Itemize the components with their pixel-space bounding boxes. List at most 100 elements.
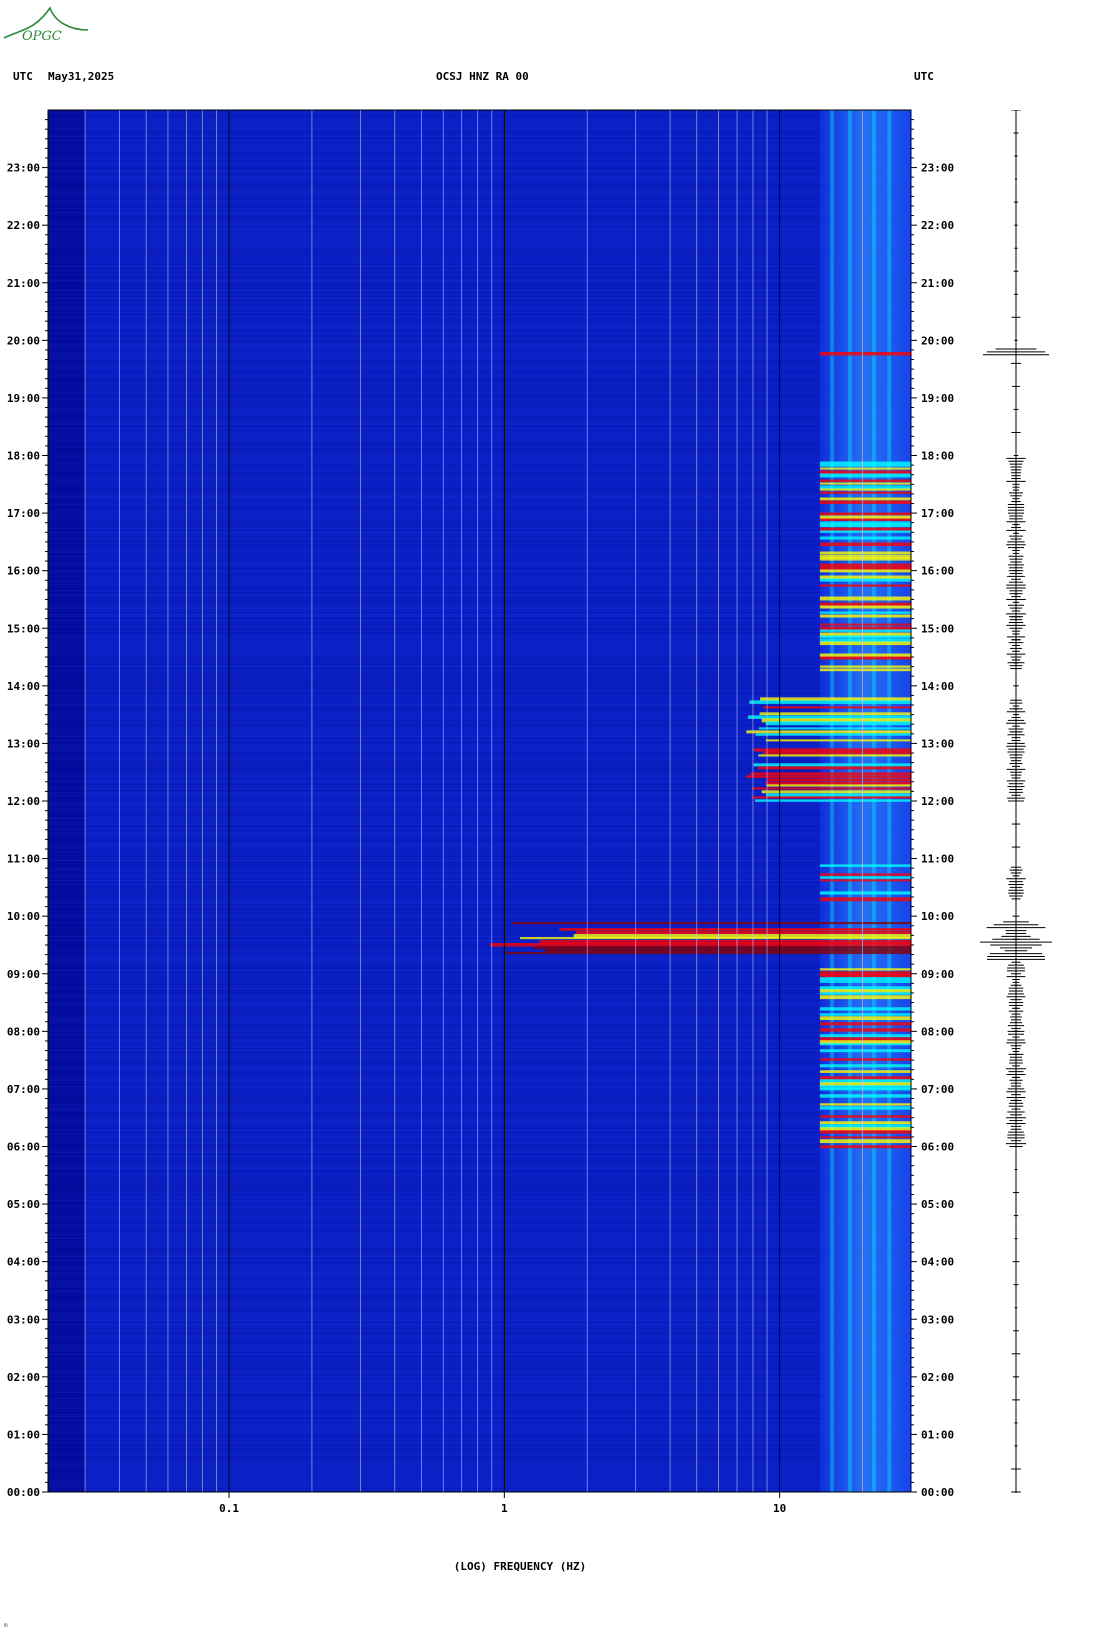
noise-row [48, 1458, 911, 1459]
noise-row [48, 398, 911, 399]
noise-row [48, 974, 911, 975]
noise-row [48, 282, 911, 283]
noise-row [48, 940, 911, 941]
noise-row [48, 1098, 911, 1099]
event-band [819, 602, 911, 607]
event-band [819, 1136, 911, 1139]
noise-row [48, 1262, 911, 1263]
noise-row [48, 248, 911, 249]
noise-row [48, 1388, 911, 1389]
noise-row [48, 212, 911, 213]
noise-row [48, 134, 911, 135]
noise-row [48, 448, 911, 449]
event-band [819, 879, 911, 882]
noise-row [48, 824, 911, 825]
event-band [819, 488, 911, 491]
noise-row [48, 1346, 911, 1347]
noise-row [48, 1246, 911, 1247]
noise-row [48, 534, 911, 535]
noise-row [48, 924, 911, 925]
noise-row [48, 894, 911, 895]
event-band [819, 512, 911, 516]
noise-row [48, 158, 911, 159]
y-tick-label-left: 19:00 [7, 392, 40, 405]
event-band [819, 1088, 911, 1091]
noise-row [48, 504, 911, 505]
noise-row [48, 1074, 911, 1075]
noise-row [48, 1466, 911, 1467]
noise-row [48, 1186, 911, 1187]
event-band [819, 1037, 911, 1042]
noise-row [48, 1488, 911, 1489]
noise-row [48, 1434, 911, 1435]
low-frequency-band [48, 110, 86, 1492]
event-band [505, 952, 911, 955]
noise-row [48, 1214, 911, 1215]
noise-row [48, 1260, 911, 1261]
noise-row [48, 1172, 911, 1173]
noise-row [48, 1298, 911, 1299]
noise-row [48, 1446, 911, 1447]
noise-row [48, 1350, 911, 1351]
logo-text: OPGC [22, 29, 62, 44]
noise-row [48, 438, 911, 439]
noise-row [48, 716, 911, 717]
noise-row [48, 1374, 911, 1375]
event-band [819, 623, 911, 626]
event-band [819, 515, 911, 520]
noise-row [48, 630, 911, 631]
noise-row [48, 530, 911, 531]
noise-row [48, 544, 911, 545]
noise-row [48, 926, 911, 927]
noise-row [48, 714, 911, 715]
noise-row [48, 680, 911, 681]
event-band [819, 1007, 911, 1011]
noise-row [48, 612, 911, 613]
noise-row [48, 570, 911, 571]
noise-row [48, 1436, 911, 1437]
y-tick-label-right: 21:00 [921, 277, 954, 290]
noise-row [48, 532, 911, 533]
noise-row [48, 126, 911, 127]
noise-row [48, 166, 911, 167]
event-band [819, 1082, 911, 1086]
noise-row [48, 476, 911, 477]
noise-row [48, 1044, 911, 1045]
noise-row [48, 690, 911, 691]
noise-row [48, 1108, 911, 1109]
noise-row [48, 828, 911, 829]
y-tick-label-left: 07:00 [7, 1083, 40, 1096]
noise-row [48, 1316, 911, 1317]
y-tick-label-right: 05:00 [921, 1198, 954, 1211]
event-band [819, 554, 911, 559]
noise-row [48, 638, 911, 639]
noise-row [48, 1014, 911, 1015]
noise-row [48, 362, 911, 363]
event-band [758, 754, 911, 757]
event-band [819, 977, 911, 981]
noise-row [48, 654, 911, 655]
noise-row [48, 620, 911, 621]
noise-row [48, 636, 911, 637]
noise-row [48, 146, 911, 147]
noise-row [48, 1484, 911, 1485]
noise-row [48, 790, 911, 791]
noise-row [48, 1472, 911, 1473]
noise-row [48, 280, 911, 281]
noise-row [48, 760, 911, 761]
noise-row [48, 1140, 911, 1141]
noise-row [48, 1042, 911, 1043]
noise-row [48, 916, 911, 917]
noise-row [48, 748, 911, 749]
y-tick-label-right: 18:00 [921, 450, 954, 463]
noise-row [48, 192, 911, 193]
noise-row [48, 162, 911, 163]
event-band [539, 940, 911, 944]
noise-row [48, 514, 911, 515]
noise-row [48, 232, 911, 233]
noise-row [48, 1490, 911, 1491]
noise-row [48, 526, 911, 527]
header-station: OCSJ HNZ RA 00 [436, 70, 529, 83]
noise-row [48, 848, 911, 849]
noise-row [48, 1284, 911, 1285]
